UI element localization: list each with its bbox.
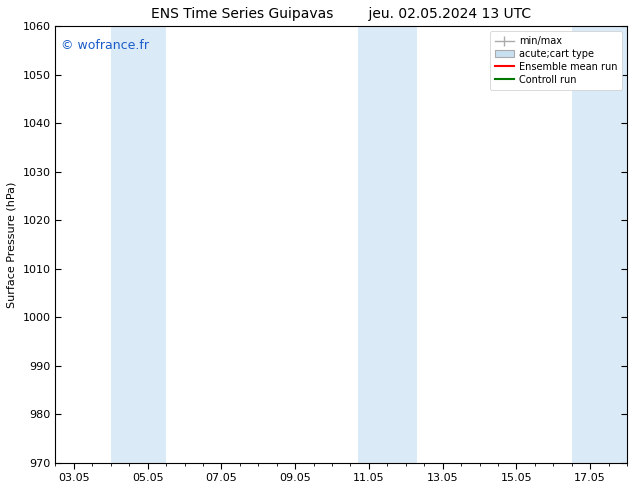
Title: ENS Time Series Guipavas        jeu. 02.05.2024 13 UTC: ENS Time Series Guipavas jeu. 02.05.2024… (151, 7, 531, 21)
Text: © wofrance.fr: © wofrance.fr (61, 39, 149, 52)
Legend: min/max, acute;cart type, Ensemble mean run, Controll run: min/max, acute;cart type, Ensemble mean … (489, 31, 622, 90)
Bar (111, 26, 166, 463)
Bar (358, 26, 417, 463)
Bar (572, 26, 627, 463)
Y-axis label: Surface Pressure (hPa): Surface Pressure (hPa) (7, 181, 17, 308)
